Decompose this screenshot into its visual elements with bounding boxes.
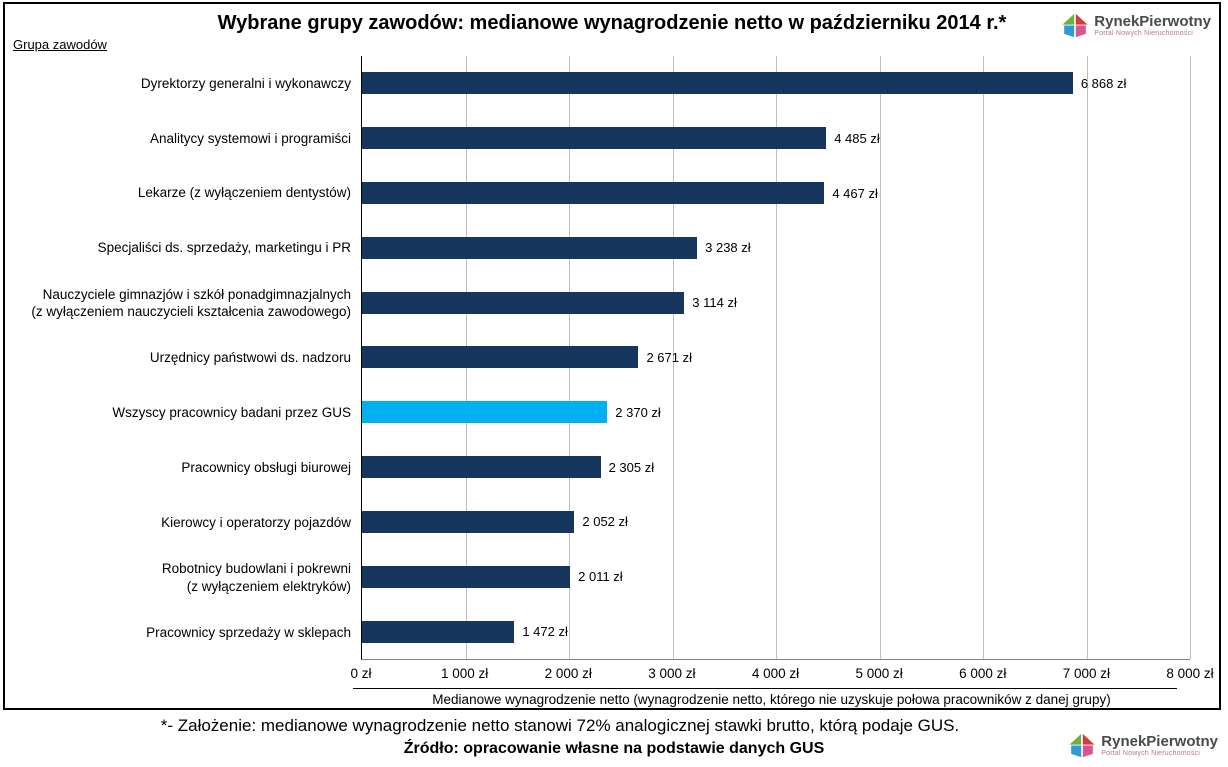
- logo-name: RynekPierwotny: [1094, 12, 1211, 30]
- logo-subtitle: Portal Nowych Nieruchomości: [1101, 749, 1201, 757]
- bar-row: 4 485 zł: [362, 111, 1190, 166]
- chart-container: Wybrane grupy zawodów: medianowe wynagro…: [3, 2, 1221, 710]
- gridline: [983, 56, 984, 659]
- x-tick-label: 0 zł: [350, 666, 372, 681]
- x-tick-label: 4 000 zł: [751, 666, 800, 681]
- bar: [362, 565, 571, 588]
- bar-row: 4 467 zł: [362, 166, 1190, 221]
- gridline: [1086, 56, 1088, 659]
- chart-body: Dyrektorzy generalni i wykonawczy Anality…: [13, 56, 1191, 660]
- gridline: [672, 56, 674, 659]
- bar: [362, 346, 639, 369]
- bar-value-label: 3 238 zł: [705, 240, 751, 256]
- plot-area: 6 868 zł 4 485 zł 4 467 zł 3 238 zł 3 114 zł…: [361, 56, 1191, 660]
- gridline: [776, 56, 777, 659]
- x-axis-ticks: 0 zł 1 000 zł 2 000 zł 3 000 zł 4 000 zł 5 00…: [350, 666, 1213, 686]
- footnote: *- Założenie: medianowe wynagrodzenie ne…: [160, 716, 960, 735]
- bar: [362, 291, 685, 314]
- x-tick-label: 1 000 zł: [440, 666, 489, 681]
- bar: [362, 236, 698, 259]
- bar: [362, 620, 515, 643]
- bar-row: 3 238 zł: [362, 220, 1190, 275]
- bar-row: 2 052 zł: [362, 495, 1190, 550]
- gridline: [879, 56, 881, 659]
- bar: [362, 456, 601, 479]
- bar-value-label: 3 114 zł: [692, 295, 737, 311]
- bar-value-label: 4 467 zł: [832, 185, 878, 201]
- logo-name: RynekPierwotny: [1101, 732, 1218, 750]
- x-tick-label: 8 000 zł: [1166, 666, 1214, 681]
- bar-value-label: 2 011 zł: [578, 569, 623, 585]
- bar-row: 2 305 zł: [362, 440, 1190, 495]
- rynekpierwotny-logo: RynekPierwotny Portal Nowych Nieruchomoś…: [1060, 12, 1211, 39]
- bar-value-label: 6 868 zł: [1080, 75, 1127, 91]
- category-label: Robotnicy budowlani i pokrewni (z wyłącz…: [161, 561, 351, 594]
- logo-text: RynekPierwotny Portal Nowych Nieruchomoś…: [1101, 734, 1218, 757]
- category-label: Analitycy systemowi i programiści: [149, 130, 351, 146]
- bar-row: 1 472 zł: [362, 604, 1190, 659]
- category-label: Kierowcy i operatorzy pojazdów: [161, 514, 351, 530]
- category-label: Wszyscy pracownicy badani przez GUS: [112, 405, 351, 421]
- source-line: Źródło: opracowanie własne na podstawie …: [403, 740, 825, 757]
- x-tick-label: 6 000 zł: [959, 666, 1007, 681]
- y-axis-title: Grupa zawodów: [13, 37, 107, 52]
- gridline: [1190, 56, 1191, 659]
- bar-row: 3 114 zł: [362, 275, 1190, 330]
- bar-value-label: 2 305 zł: [608, 459, 655, 475]
- category-label: Urzędnicy państwowi ds. nadzoru: [149, 350, 351, 366]
- bar-highlight: [362, 401, 608, 424]
- x-tick-label: 7 000 zł: [1062, 666, 1111, 681]
- rynekpierwotny-logo-footer: RynekPierwotny Portal Nowych Nieruchomoś…: [1067, 732, 1218, 759]
- x-axis-title: Medianowe wynagrodzenie netto (wynagrodz…: [432, 692, 1111, 707]
- bar: [362, 510, 575, 533]
- bar-value-label: 2 370 zł: [615, 404, 661, 420]
- bar-value-label: 1 472 zł: [522, 624, 568, 640]
- x-tick-label: 3 000 zł: [648, 666, 696, 681]
- category-label: Pracownicy obsługi biurowej: [181, 460, 351, 476]
- logo-subtitle: Portal Nowych Nieruchomości: [1094, 29, 1194, 37]
- category-label: Lekarze (z wyłączeniem dentystów): [137, 185, 351, 201]
- bars-area: 6 868 zł 4 485 zł 4 467 zł 3 238 zł 3 114 zł…: [362, 56, 1190, 659]
- bar-row: 2 370 zł: [362, 385, 1190, 440]
- category-label: Dyrektorzy generalni i wykonawczy: [140, 75, 351, 91]
- x-tick-label: 5 000 zł: [855, 666, 903, 681]
- bar-row: 2 671 zł: [362, 330, 1190, 385]
- logo-text: RynekPierwotny Portal Nowych Nieruchomoś…: [1094, 14, 1211, 37]
- bar: [362, 127, 827, 150]
- house-logo-icon: [1069, 733, 1095, 758]
- bar: [362, 182, 825, 205]
- x-tick-label: 2 000 zł: [544, 666, 592, 681]
- bar: [362, 72, 1073, 95]
- bar-value-label: 2 052 zł: [582, 514, 628, 530]
- category-label: Pracownicy sprzedaży w sklepach: [146, 624, 351, 640]
- house-logo-icon: [1062, 13, 1088, 38]
- chart-title: Wybrane grupy zawodów: medianowe wynagro…: [217, 12, 1007, 34]
- bar-value-label: 4 485 zł: [834, 130, 880, 146]
- bar-row: 2 011 zł: [362, 549, 1190, 604]
- bar-value-label: 2 671 zł: [646, 349, 692, 365]
- category-label: Nauczyciele gimnazjów i szkół ponadgimna…: [31, 286, 351, 320]
- bar-row: 6 868 zł: [362, 56, 1190, 111]
- category-label: Specjaliści ds. sprzedaży, marketingu i …: [97, 240, 351, 256]
- x-axis-line: [353, 688, 1177, 689]
- category-labels: Dyrektorzy generalni i wykonawczy Anality…: [13, 56, 361, 660]
